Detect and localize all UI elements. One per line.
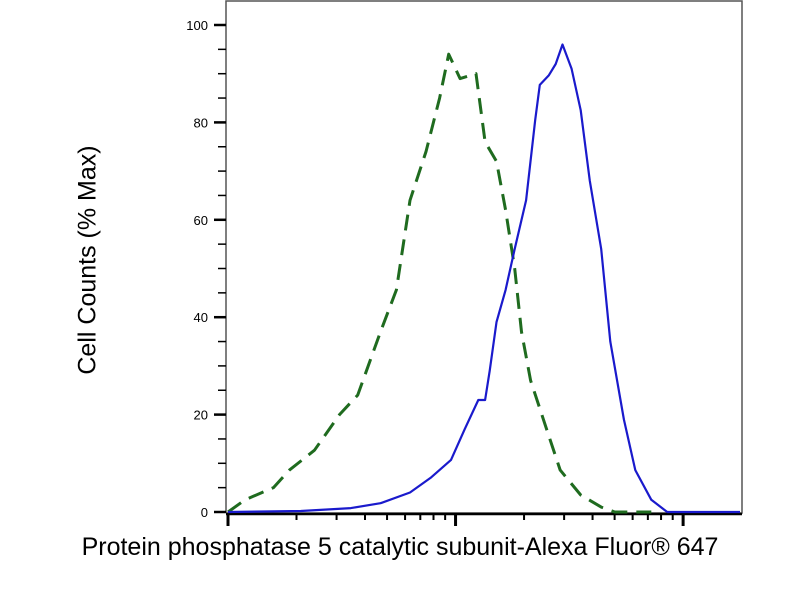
- y-tick-label: 60: [194, 213, 208, 228]
- plot-frame: [225, 0, 743, 514]
- axes: 0 20 40 60 80 100: [186, 0, 743, 526]
- x-axis-label: Protein phosphatase 5 catalytic subunit-…: [81, 533, 719, 561]
- sample-line: [227, 43, 740, 514]
- y-tick-label: 40: [194, 310, 208, 325]
- y-tick-label: 80: [194, 115, 208, 130]
- series-group: [227, 43, 740, 514]
- isotype-control-line: [227, 52, 652, 514]
- y-tick-label: 0: [201, 505, 208, 520]
- y-tick-label: 100: [186, 18, 208, 33]
- y-tick-label: 20: [194, 408, 208, 423]
- y-axis-label: Cell Counts (% Max): [73, 145, 102, 375]
